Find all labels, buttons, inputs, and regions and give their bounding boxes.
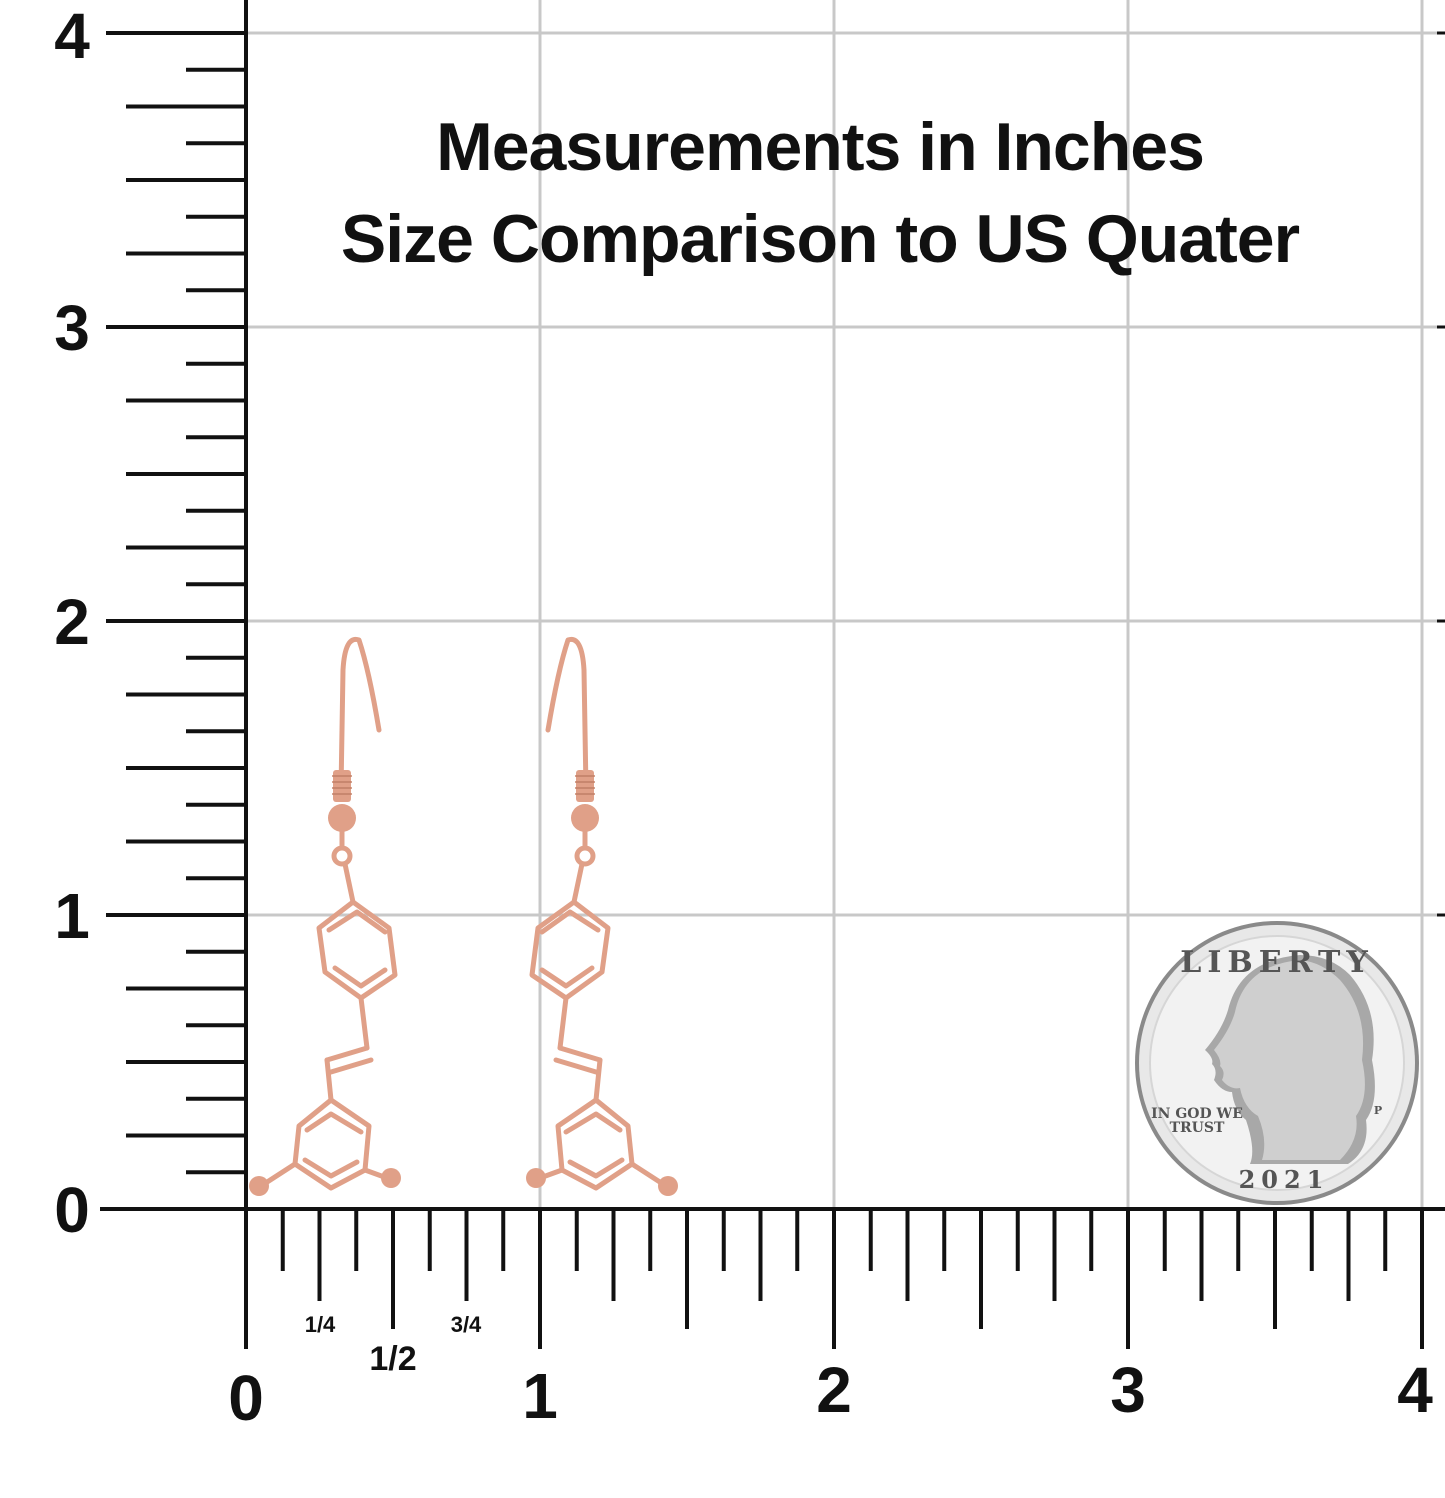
x-fraction-three-quarter: 3/4 [451,1312,482,1337]
title-line-2: Size Comparison to US Quater [340,201,1300,277]
title-line-1: Measurements in Inches [436,109,1205,185]
y-axis-ruler [106,0,1445,1340]
earring-icon [526,639,678,1196]
x-axis-ruler [100,1207,1445,1349]
x-label-3: 3 [1110,1354,1146,1426]
coin-motto-line2: TRUST [1170,1120,1225,1136]
y-label-4: 4 [54,0,90,72]
x-label-4: 4 [1397,1354,1433,1426]
earring-icon [249,639,401,1196]
y-label-2: 2 [54,586,90,658]
x-label-2: 2 [816,1354,852,1426]
coin-mint-mark: P [1374,1104,1382,1117]
coin-liberty-text: LIBERTY [1180,945,1374,980]
coin-motto-line1: IN GOD WE [1151,1106,1243,1122]
x-fraction-quarter: 1/4 [305,1312,336,1337]
x-label-1: 1 [522,1360,558,1432]
y-label-0: 0 [54,1174,90,1246]
x-fraction-half: 1/2 [369,1340,416,1378]
y-label-1: 1 [54,880,90,952]
coin-year: 2021 [1239,1165,1330,1194]
quarter-coin-icon: LIBERTY IN GOD WE TRUST 2021 P [1135,921,1419,1205]
x-label-0: 0 [228,1362,264,1434]
y-label-3: 3 [54,292,90,364]
grid-lines [246,0,1445,1209]
